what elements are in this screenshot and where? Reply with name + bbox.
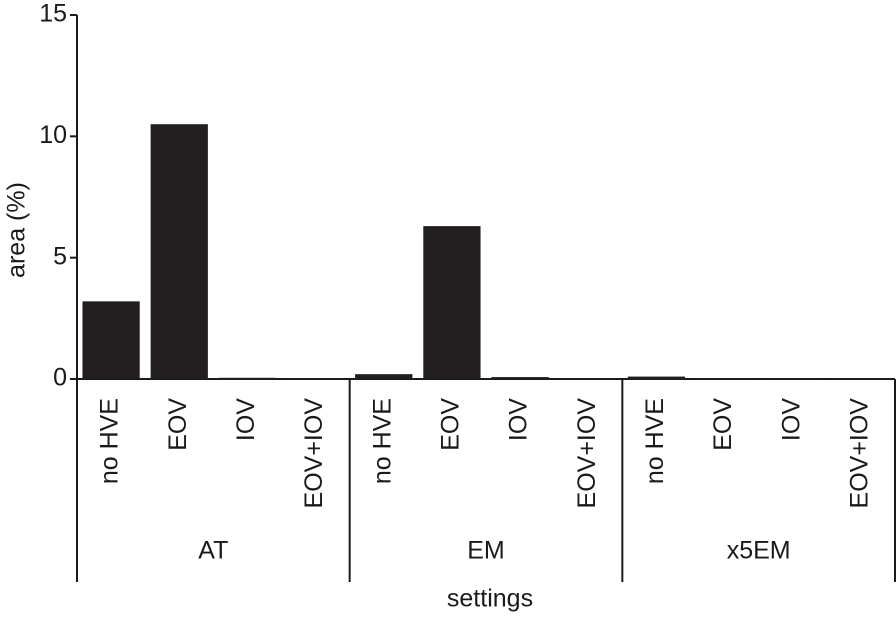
x-tick-label: no HVE [641, 398, 669, 484]
bar [491, 377, 549, 379]
bar [218, 377, 277, 380]
x-tick-label: no HVE [368, 398, 396, 484]
group-label: x5EM [727, 537, 791, 565]
x-tick-label: IOV [232, 398, 260, 441]
y-tick-label: 5 [53, 242, 67, 270]
x-tick-label: EOV [437, 398, 465, 451]
y-axis-label: area (%) [3, 182, 31, 278]
bar [286, 378, 345, 380]
x-tick-label: EOV [164, 398, 192, 451]
y-tick-label: 0 [53, 364, 67, 392]
bar [627, 376, 686, 379]
bar [150, 124, 208, 379]
x-tick-label: IOV [505, 398, 533, 441]
bar [82, 301, 140, 379]
x-tick-label: IOV [777, 398, 805, 441]
group-label: AT [198, 537, 228, 565]
group-label: EM [467, 537, 505, 565]
x-tick-label: EOV+IOV [573, 398, 601, 509]
x-tick-label: no HVE [96, 398, 124, 484]
y-tick-label: 10 [39, 121, 67, 149]
bar [559, 378, 617, 381]
x-tick-label: EOV [709, 398, 737, 451]
x-tick-label: EOV+IOV [846, 398, 874, 509]
bar [355, 374, 413, 379]
bar [423, 226, 481, 379]
bar [764, 378, 822, 381]
bar [695, 378, 754, 381]
y-tick-label: 15 [39, 0, 67, 28]
x-tick-label: EOV+IOV [300, 398, 328, 509]
bar [832, 378, 890, 381]
x-axis-label: settings [447, 585, 533, 613]
